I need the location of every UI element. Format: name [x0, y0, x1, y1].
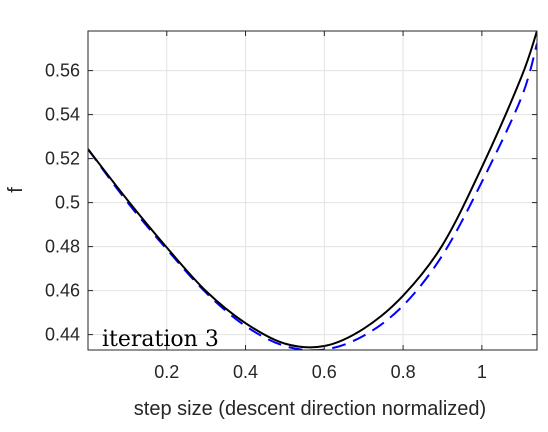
- plot-frame: [87, 30, 538, 351]
- grid: [88, 31, 537, 350]
- x-tick-label: 1: [477, 362, 487, 382]
- y-tick-label: 0.44: [45, 325, 80, 345]
- y-axis-label: f: [5, 187, 27, 193]
- x-tick-label: 0.2: [154, 362, 179, 382]
- ticks: [88, 31, 537, 350]
- x-tick-label: 0.8: [391, 362, 416, 382]
- y-tick-label: 0.5: [55, 193, 80, 213]
- annotation-text: iteration 3: [102, 327, 219, 352]
- series-layer: [88, 31, 537, 350]
- y-tick-label: 0.52: [45, 149, 80, 169]
- y-tick-label: 0.56: [45, 61, 80, 81]
- x-tick-label: 0.4: [233, 362, 258, 382]
- y-tick-label: 0.46: [45, 281, 80, 301]
- tick-labels: 0.2 0.4 0.6 0.8 1 0.44 0.46 0.48 0.5 0.52 0.54 0.56: [45, 61, 487, 382]
- y-tick-label: 0.48: [45, 237, 80, 257]
- x-axis-label: step size (descent direction normalized): [134, 398, 486, 420]
- x-tick-label: 0.6: [312, 362, 337, 382]
- series-line-dashed: [88, 43, 537, 350]
- plot-background: [88, 31, 537, 350]
- series-line-solid: [88, 31, 537, 349]
- y-tick-label: 0.54: [45, 105, 80, 125]
